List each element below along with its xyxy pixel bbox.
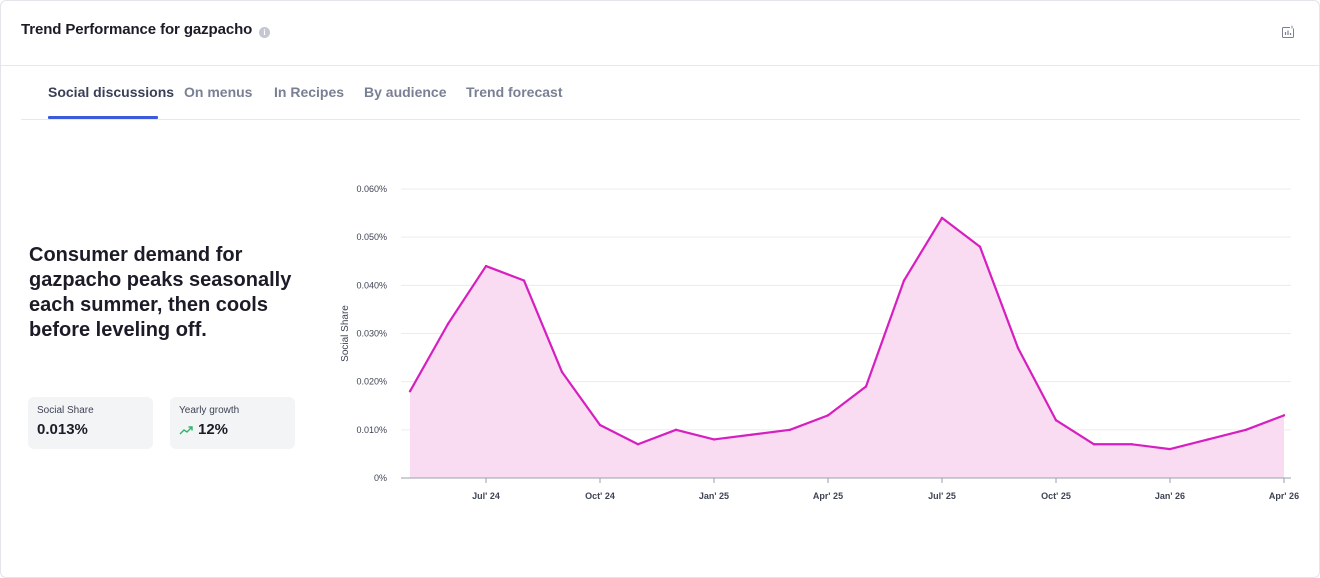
data-point: [1130, 443, 1134, 446]
data-point: [978, 245, 982, 248]
x-tick-label: Apr' 26: [1269, 491, 1299, 501]
export-chart-icon[interactable]: [1281, 25, 1295, 39]
x-tick-label: Oct' 25: [1041, 491, 1071, 501]
tab-bar: Social discussions On menus In Recipes B…: [21, 66, 1300, 120]
data-point: [864, 385, 868, 388]
data-point: [826, 414, 830, 417]
social-share-stat: Social Share 0.013%: [28, 397, 153, 449]
data-point: [598, 423, 602, 427]
y-tick-label: 0.010%: [356, 425, 387, 435]
data-point: [712, 438, 716, 441]
data-point: [1054, 419, 1058, 422]
page-title: Trend Performance for gazpacho: [21, 21, 253, 38]
data-point: [940, 216, 944, 220]
x-tick-label: Jul' 24: [472, 491, 500, 501]
card-header: Trend Performance for gazpacho i: [1, 1, 1319, 66]
y-axis-label: Social Share: [340, 305, 351, 362]
social-share-label: Social Share: [37, 405, 94, 416]
yearly-growth-value: 12%: [198, 421, 229, 438]
data-point: [750, 433, 754, 436]
data-point: [636, 443, 640, 446]
social-share-value: 0.013%: [37, 421, 88, 438]
data-point: [1244, 428, 1248, 432]
data-point: [1282, 414, 1286, 417]
data-point: [1016, 346, 1020, 350]
data-point: [674, 428, 678, 432]
x-tick-label: Jul' 25: [928, 491, 956, 501]
data-point: [1206, 438, 1210, 441]
yearly-growth-label: Yearly growth: [179, 405, 240, 416]
y-tick-label: 0.050%: [356, 232, 387, 242]
summary-headline: Consumer demand for gazpacho peaks seaso…: [29, 244, 292, 341]
data-point: [788, 428, 792, 432]
data-point: [446, 322, 450, 326]
series-line: [409, 216, 1285, 451]
data-point: [1092, 443, 1096, 446]
data-point: [1168, 447, 1172, 451]
data-point: [522, 279, 526, 282]
active-tab-indicator: [48, 116, 158, 119]
data-point: [902, 279, 906, 282]
area-fill: [410, 217, 1284, 478]
info-icon[interactable]: i: [259, 27, 270, 38]
data-point: [408, 390, 412, 393]
x-tick-label: Jan' 26: [1155, 491, 1185, 501]
trend-up-icon: [179, 426, 193, 435]
yearly-growth-stat: Yearly growth 12%: [170, 397, 295, 449]
social-share-chart: 0% 0.010% 0.020% 0.030% 0.040% 0.050% 0.060% So…: [340, 184, 1299, 501]
y-tick-label: 0.040%: [356, 280, 387, 290]
y-tick-label: 0.030%: [356, 329, 387, 339]
data-point: [560, 370, 564, 374]
tab-social-discussions[interactable]: Social discussions: [48, 84, 175, 100]
tab-in-recipes[interactable]: In Recipes: [274, 84, 345, 100]
y-tick-label: 0%: [374, 473, 387, 483]
tab-trend-forecast[interactable]: Trend forecast: [466, 84, 563, 100]
data-point: [484, 264, 488, 268]
tab-by-audience[interactable]: By audience: [364, 84, 447, 100]
x-tick-label: Oct' 24: [585, 491, 615, 501]
x-tick-label: Jan' 25: [699, 491, 729, 501]
x-tick-label: Apr' 25: [813, 491, 843, 501]
y-tick-label: 0.060%: [356, 184, 387, 194]
tab-on-menus[interactable]: On menus: [184, 84, 253, 100]
y-tick-label: 0.020%: [356, 377, 387, 387]
